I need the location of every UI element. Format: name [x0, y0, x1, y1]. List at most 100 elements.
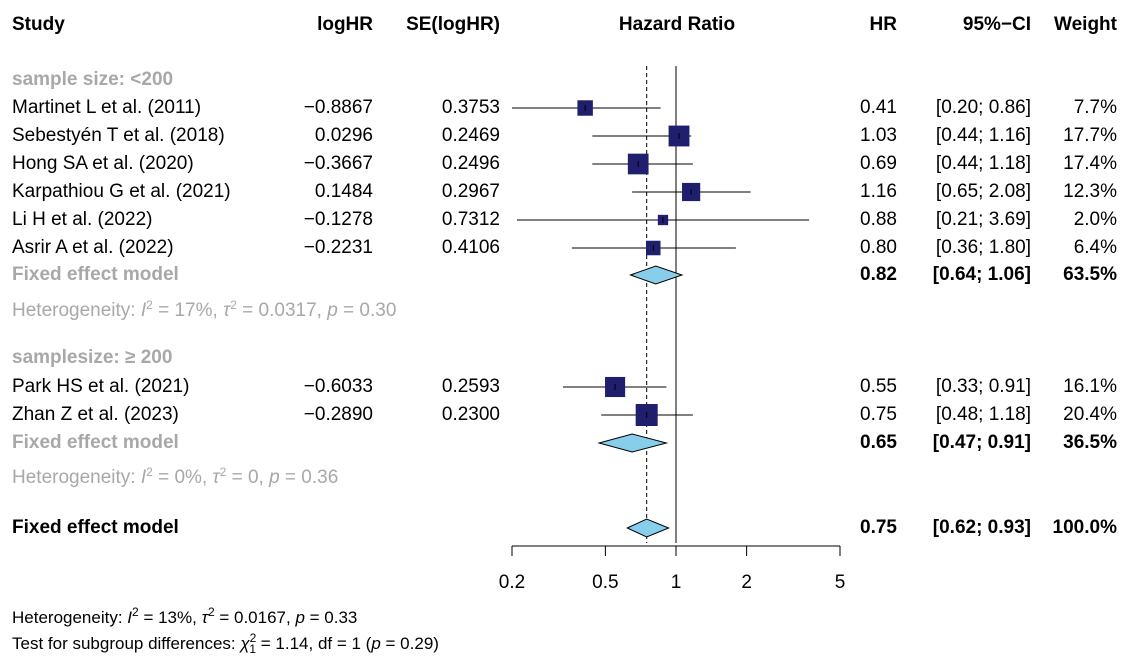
study-ci: [0.33; 0.91] [935, 376, 1031, 397]
tau-superscript: 2 [230, 298, 237, 312]
i2-value: = 13%, [138, 608, 202, 627]
header-hazard-ratio: Hazard Ratio [618, 14, 736, 35]
study-loghr: −0.6033 [303, 376, 373, 397]
overall-model-hr: 0.75 [860, 517, 897, 538]
overall-model-weight: 100.0% [1052, 517, 1117, 538]
study-se: 0.7312 [441, 209, 500, 230]
study-ci: [0.65; 2.08] [935, 181, 1031, 202]
study-se: 0.2967 [441, 181, 500, 202]
header-loghr: logHR [317, 14, 373, 35]
study-loghr: −0.1278 [303, 209, 373, 230]
subgroup-diamond [629, 265, 684, 285]
study-weight: 7.7% [1073, 97, 1117, 118]
p-value: = 0.30 [337, 300, 397, 321]
subgroup-heterogeneity: Heterogeneity: I2 = 17%, τ2 = 0.0317, p … [12, 294, 396, 322]
overall-heterogeneity: Heterogeneity: I2 = 13%, τ2 = 0.0167, p … [12, 601, 357, 629]
study-loghr: −0.3667 [303, 153, 373, 174]
tau-value: = 0.0167, [214, 608, 296, 627]
heterogeneity-prefix: Heterogeneity: [12, 300, 141, 321]
subgroup-heterogeneity: Heterogeneity: I2 = 0%, τ2 = 0, p = 0.36 [12, 461, 338, 489]
study-name: Karpathiou G et al. (2021) [12, 181, 231, 202]
study-loghr: −0.8867 [303, 97, 373, 118]
subgroup-model-hr: 0.82 [860, 264, 897, 285]
subgroup-model-ci: [0.47; 0.91] [932, 432, 1031, 453]
study-hr: 0.75 [860, 404, 897, 425]
overall-model-ci: [0.62; 0.93] [932, 517, 1031, 538]
study-se: 0.2593 [441, 376, 500, 397]
i2-symbol: I [127, 608, 133, 627]
study-ci: [0.36; 1.80] [935, 237, 1031, 258]
study-se: 0.3753 [441, 97, 500, 118]
study-loghr: −0.2890 [303, 404, 373, 425]
study-weight: 2.0% [1073, 209, 1117, 230]
p-value: = 0.36 [279, 467, 339, 488]
x-tick-label: 5 [834, 572, 846, 593]
study-se: 0.2300 [441, 404, 500, 425]
subgroup-test: Test for subgroup differences: χ21 = 1.1… [12, 627, 439, 660]
subgroup-model-weight: 63.5% [1063, 264, 1117, 285]
study-name: Zhan Z et al. (2023) [12, 404, 179, 425]
study-ci: [0.48; 1.18] [935, 404, 1031, 425]
i2-value: = 0%, [152, 467, 213, 488]
i2-value: = 17%, [152, 300, 224, 321]
study-weight: 16.1% [1063, 376, 1117, 397]
study-name: Asrir A et al. (2022) [12, 237, 174, 258]
study-hr: 1.16 [860, 181, 897, 202]
heterogeneity-prefix: Heterogeneity: [12, 467, 141, 488]
study-loghr: 0.1484 [314, 181, 373, 202]
study-hr: 0.55 [860, 376, 897, 397]
x-tick-label: 2 [741, 572, 752, 593]
subgroup-label: sample size: <200 [12, 69, 174, 90]
i2-symbol: I [140, 467, 147, 488]
study-hr: 0.88 [860, 209, 897, 230]
i2-superscript: 2 [132, 605, 139, 619]
subgroup-model-weight: 36.5% [1063, 432, 1117, 453]
x-tick-label: 0.5 [592, 572, 619, 593]
study-se: 0.2469 [441, 125, 500, 146]
study-se: 0.2496 [441, 153, 500, 174]
chi-superscript: 2 [249, 631, 257, 645]
x-tick-label: 1 [670, 572, 682, 593]
subgroup-diamond [597, 433, 669, 453]
chi-subscript: 1 [249, 642, 257, 656]
chi-symbol: χ [240, 634, 250, 653]
study-loghr: −0.2231 [303, 237, 373, 258]
chi-value: = 1.14, df = 1 ( [256, 634, 372, 653]
tau-superscript: 2 [219, 465, 227, 479]
study-weight: 17.4% [1063, 153, 1117, 174]
p-value: = 0.33 [304, 608, 358, 627]
study-ci: [0.44; 1.16] [935, 125, 1031, 146]
subgroup-model-hr: 0.65 [860, 432, 897, 453]
study-hr: 0.41 [860, 97, 897, 118]
study-hr: 1.03 [860, 125, 897, 146]
overall-diamond [626, 518, 670, 538]
study-name: Park HS et al. (2021) [12, 376, 190, 397]
p-symbol: p [327, 300, 338, 321]
subgroup-model-label: Fixed effect model [12, 264, 179, 285]
header-ci: 95%−CI [962, 14, 1031, 35]
study-loghr: 0.0296 [314, 125, 373, 146]
study-hr: 0.80 [860, 237, 897, 258]
subgroup-model-label: Fixed effect model [12, 432, 179, 453]
header-se: SE(logHR) [406, 14, 500, 35]
p-value: = 0.29) [380, 634, 439, 653]
tau-value: = 0.0317, [236, 300, 328, 321]
subgroup-label: samplesize: ≥ 200 [12, 347, 173, 368]
p-symbol: p [371, 634, 381, 653]
header-study: Study [12, 14, 65, 35]
study-ci: [0.20; 0.86] [935, 97, 1031, 118]
subgroup-model-ci: [0.64; 1.06] [932, 264, 1031, 285]
subgroup-test-prefix: Test for subgroup differences: [12, 634, 241, 653]
overall-model-label: Fixed effect model [12, 517, 179, 538]
header-weight: Weight [1054, 14, 1117, 35]
i2-symbol: I [140, 300, 147, 321]
i2-superscript: 2 [146, 298, 153, 312]
study-ci: [0.44; 1.18] [935, 153, 1031, 174]
study-name: Sebestyén T et al. (2018) [12, 125, 225, 146]
study-weight: 12.3% [1063, 181, 1117, 202]
study-ci: [0.21; 3.69] [935, 209, 1031, 230]
i2-superscript: 2 [146, 465, 153, 479]
heterogeneity-prefix: Heterogeneity: [12, 608, 128, 627]
